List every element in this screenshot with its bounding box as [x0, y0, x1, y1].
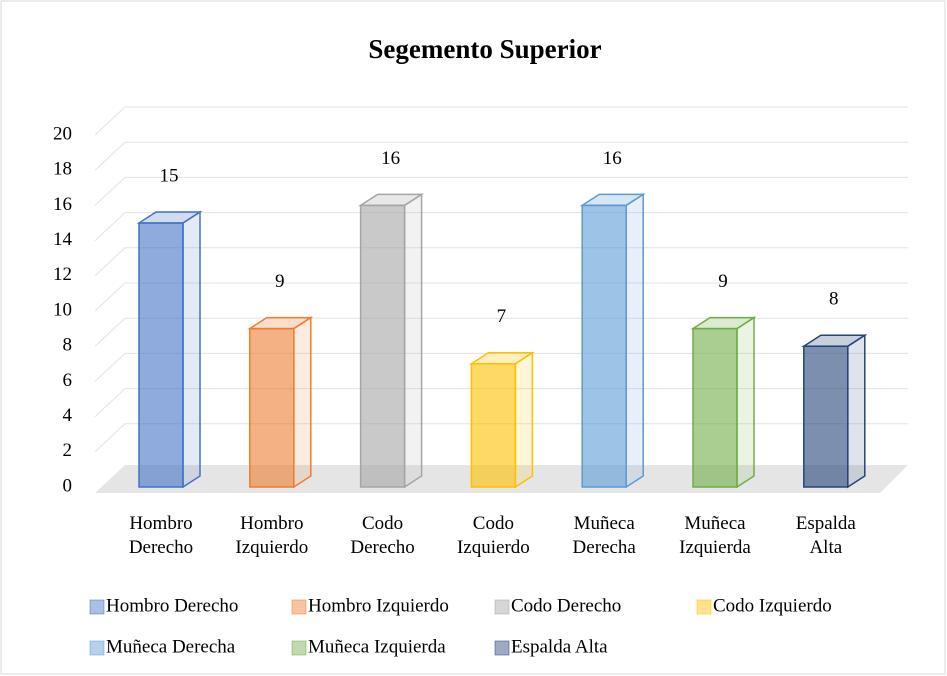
bar-front: [470, 363, 517, 488]
grid-line: [94, 423, 908, 453]
x-tick-label: Espalda Alta: [796, 513, 857, 558]
bar-side: [182, 210, 201, 489]
legend-swatch: [291, 640, 307, 656]
y-tick-label: 2: [63, 440, 73, 461]
bar-front: [692, 327, 738, 488]
bar: [801, 333, 868, 489]
bar-side: [847, 333, 866, 489]
grid-line: [94, 317, 908, 347]
bar-side: [514, 351, 534, 489]
value-label: 8: [829, 289, 839, 310]
y-tick-label: 20: [53, 123, 72, 144]
value-label: 16: [603, 148, 622, 169]
y-tick-label: 4: [63, 405, 73, 426]
bar: [690, 316, 757, 489]
legend-label: Espalda Alta: [511, 636, 608, 657]
grid-line: [94, 106, 908, 136]
x-tick-label: Hombro Derecho: [129, 513, 193, 558]
bar: [468, 351, 535, 489]
bar: [358, 193, 425, 489]
legend-label: Muñeca Izquierda: [308, 636, 446, 657]
bar-front: [249, 327, 295, 488]
x-tick-label: Codo Izquierdo: [457, 513, 530, 558]
bar: [579, 193, 646, 489]
legend-label: Hombro Derecho: [106, 595, 238, 616]
legend-swatch: [89, 599, 105, 615]
grid-line: [94, 388, 908, 417]
legend-swatch: [494, 599, 510, 615]
x-tick-label: Hombro Izquierdo: [235, 513, 308, 558]
legend-label: Codo Izquierdo: [713, 595, 832, 616]
grid-line: [94, 352, 908, 382]
bar: [136, 210, 203, 489]
value-label: 9: [718, 271, 728, 292]
legend-swatch: [494, 640, 510, 656]
y-tick-label: 14: [53, 229, 73, 250]
legend-label: Hombro Izquierdo: [308, 595, 449, 616]
chart-title: Segemento Superior: [368, 34, 601, 64]
y-tick-label: 6: [63, 370, 73, 391]
bar-side: [403, 193, 423, 489]
grid-line: [94, 176, 908, 206]
value-label: 15: [160, 165, 179, 186]
bar-side: [625, 193, 644, 489]
bar-front: [581, 204, 627, 488]
y-tick-label: 18: [53, 159, 72, 180]
y-tick-label: 10: [53, 299, 72, 320]
legend-swatch: [89, 640, 105, 656]
bar-side: [736, 316, 755, 489]
y-tick-label: 12: [53, 264, 72, 285]
bar: [247, 316, 314, 489]
y-tick-label: 0: [63, 475, 73, 496]
bar-front: [138, 222, 184, 488]
x-tick-label: Muñeca Derecha: [573, 513, 637, 558]
legend-label: Muñeca Derecha: [106, 636, 236, 657]
legend-swatch: [291, 599, 307, 615]
grid-line: [94, 282, 908, 312]
bar-front: [803, 345, 849, 488]
value-label: 16: [381, 148, 400, 169]
legend-swatch: [696, 599, 712, 615]
x-tick-label: Muñeca Izquierda: [679, 513, 751, 558]
grid-line: [94, 247, 908, 277]
value-label: 7: [497, 306, 507, 327]
grid-line: [94, 141, 908, 171]
bar-front: [359, 204, 406, 488]
bar-side: [293, 316, 312, 489]
value-label: 9: [275, 271, 285, 292]
y-tick-label: 8: [63, 335, 73, 356]
x-tick-label: Codo Derecho: [350, 513, 414, 558]
grid-line: [94, 212, 908, 241]
y-tick-label: 16: [53, 194, 72, 215]
legend-label: Codo Derecho: [511, 595, 621, 616]
